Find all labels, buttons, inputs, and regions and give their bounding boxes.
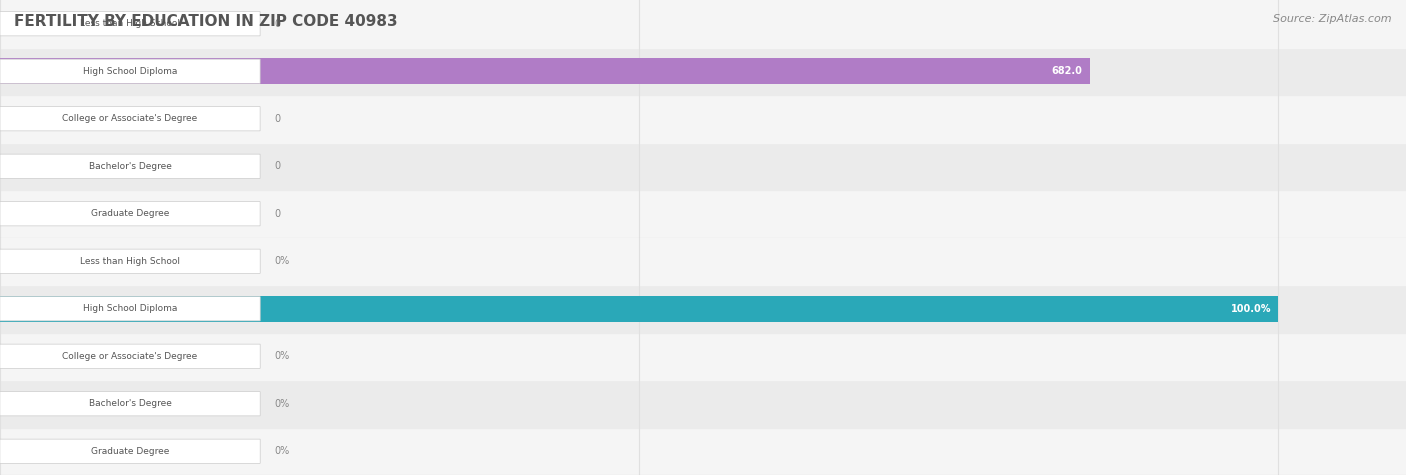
- FancyBboxPatch shape: [0, 391, 260, 416]
- FancyBboxPatch shape: [0, 154, 260, 179]
- Text: 0: 0: [274, 19, 280, 29]
- FancyBboxPatch shape: [0, 296, 260, 321]
- FancyBboxPatch shape: [0, 107, 260, 131]
- Bar: [0, 0, 1406, 48]
- Text: 0%: 0%: [274, 399, 290, 409]
- Bar: [0, 58, 1090, 85]
- Bar: [0, 428, 1406, 475]
- FancyBboxPatch shape: [0, 59, 260, 83]
- Text: Bachelor's Degree: Bachelor's Degree: [89, 399, 172, 408]
- FancyBboxPatch shape: [0, 201, 260, 226]
- Bar: [0, 142, 1406, 190]
- Text: 0%: 0%: [274, 256, 290, 266]
- Text: 0%: 0%: [274, 446, 290, 456]
- Text: College or Associate's Degree: College or Associate's Degree: [62, 114, 198, 123]
- Bar: [0, 332, 1406, 380]
- Bar: [0, 95, 1406, 142]
- Text: Graduate Degree: Graduate Degree: [91, 447, 169, 456]
- FancyBboxPatch shape: [0, 439, 260, 464]
- Bar: [0, 190, 1406, 238]
- Bar: [0, 295, 1278, 322]
- Bar: [0, 285, 1406, 332]
- Text: College or Associate's Degree: College or Associate's Degree: [62, 352, 198, 361]
- Bar: [0, 380, 1406, 428]
- Text: Less than High School: Less than High School: [80, 257, 180, 266]
- FancyBboxPatch shape: [0, 12, 260, 36]
- Bar: [0, 48, 1406, 95]
- Text: 100.0%: 100.0%: [1230, 304, 1271, 314]
- Bar: [0, 238, 1406, 285]
- Text: High School Diploma: High School Diploma: [83, 304, 177, 313]
- Text: FERTILITY BY EDUCATION IN ZIP CODE 40983: FERTILITY BY EDUCATION IN ZIP CODE 40983: [14, 14, 398, 29]
- FancyBboxPatch shape: [0, 344, 260, 369]
- Text: Bachelor's Degree: Bachelor's Degree: [89, 162, 172, 171]
- Text: 682.0: 682.0: [1052, 66, 1083, 76]
- Text: 0: 0: [274, 161, 280, 171]
- Text: 0: 0: [274, 209, 280, 219]
- Text: 0: 0: [274, 114, 280, 124]
- FancyBboxPatch shape: [0, 249, 260, 273]
- Text: Less than High School: Less than High School: [80, 19, 180, 28]
- Text: 0%: 0%: [274, 351, 290, 361]
- Text: Source: ZipAtlas.com: Source: ZipAtlas.com: [1274, 14, 1392, 24]
- Text: Graduate Degree: Graduate Degree: [91, 209, 169, 218]
- Text: High School Diploma: High School Diploma: [83, 67, 177, 76]
